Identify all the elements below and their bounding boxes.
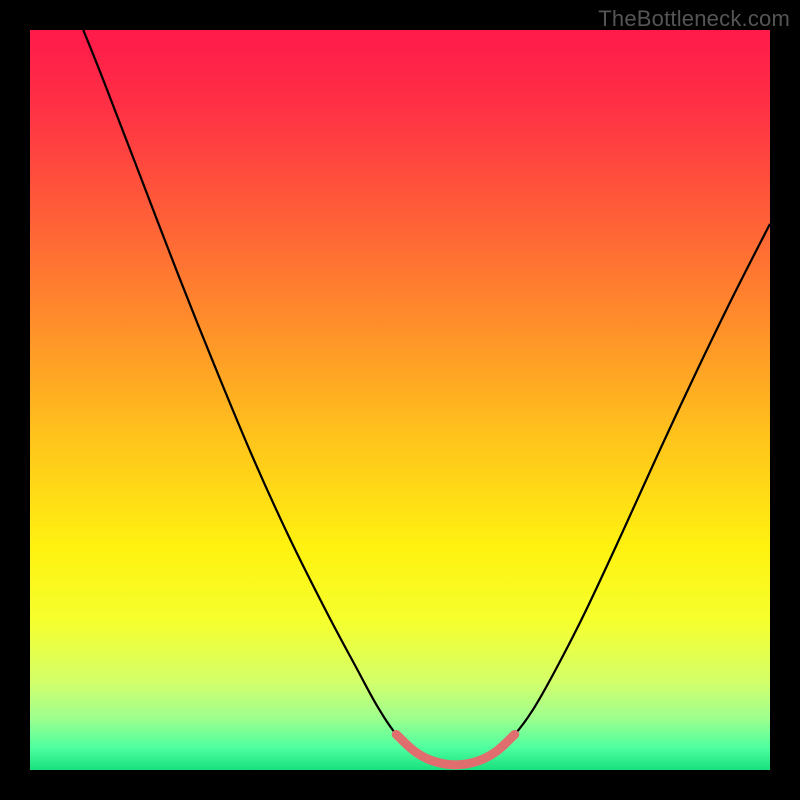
chart-svg <box>30 30 770 770</box>
chart-container: TheBottleneck.com <box>0 0 800 800</box>
plot-area <box>30 30 770 770</box>
gradient-background <box>30 30 770 770</box>
watermark-text: TheBottleneck.com <box>598 6 790 32</box>
